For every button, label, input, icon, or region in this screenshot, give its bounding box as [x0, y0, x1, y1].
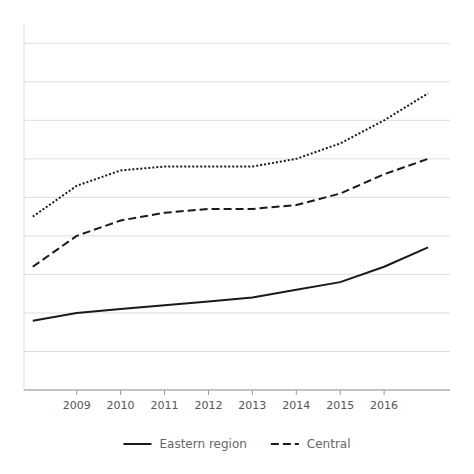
x-tick-label: 2016 — [370, 399, 398, 412]
grid-line — [24, 390, 450, 391]
x-tick — [296, 390, 297, 395]
legend-label: Central — [307, 437, 351, 451]
x-tick-label: 2014 — [282, 399, 310, 412]
legend-handle — [123, 443, 151, 445]
x-tick — [340, 390, 341, 395]
legend-handle — [271, 443, 299, 445]
legend-item: Central — [271, 437, 351, 451]
grid-line — [24, 43, 450, 44]
x-tick — [120, 390, 121, 395]
x-tick-label: 2010 — [107, 399, 135, 412]
plot-lines — [33, 93, 428, 320]
grid-line — [24, 274, 450, 275]
x-tick — [384, 390, 385, 395]
x-tick — [76, 390, 77, 395]
legend: Eastern region Central — [123, 437, 350, 451]
chart-container: 2009 2010 2011 2012 2013 2014 2015 2016 Eastern … — [0, 0, 474, 474]
series-line — [33, 247, 428, 320]
x-axis: 2009 2010 2011 2012 2013 2014 2015 2016 — [24, 390, 450, 412]
chart-svg: 2009 2010 2011 2012 2013 2014 2015 2016 Eastern … — [0, 0, 474, 474]
x-tick — [252, 390, 253, 395]
grid-line — [24, 351, 450, 352]
grid — [24, 43, 450, 390]
x-axis-line — [24, 390, 450, 391]
legend-label: Eastern region — [159, 437, 246, 451]
x-tick-label: 2012 — [194, 399, 222, 412]
grid-line — [24, 197, 450, 198]
grid-line — [24, 120, 450, 121]
x-tick-label: 2013 — [238, 399, 266, 412]
grid-line — [24, 235, 450, 236]
x-tick-label: 2015 — [326, 399, 354, 412]
x-tick-label: 2009 — [63, 399, 91, 412]
grid-line — [24, 158, 450, 159]
x-tick — [164, 390, 165, 395]
legend-item: Eastern region — [123, 437, 246, 451]
series-line — [33, 159, 428, 267]
grid-line — [24, 81, 450, 82]
y-axis-line — [24, 24, 25, 390]
series-line — [33, 93, 428, 216]
x-tick-label: 2011 — [151, 399, 179, 412]
x-tick — [208, 390, 209, 395]
